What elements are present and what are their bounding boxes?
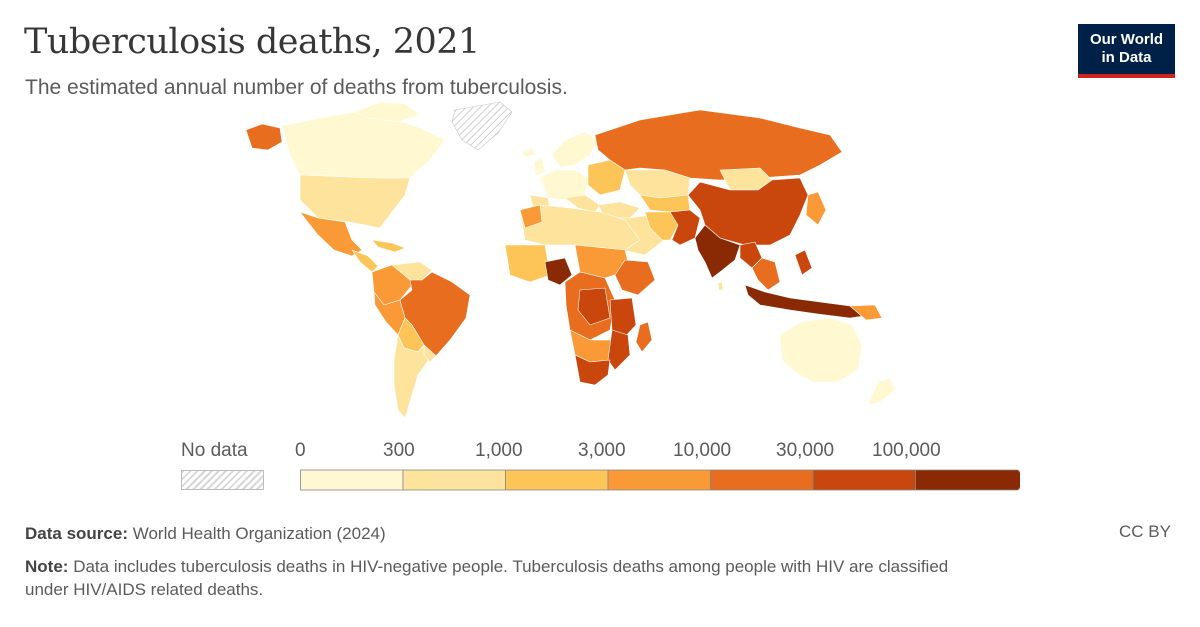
region-ethiopia-somalia[interactable] — [614, 259, 656, 296]
region-philippines[interactable] — [794, 249, 813, 276]
legend-tick-30000: 30,000 — [776, 440, 835, 461]
note-label: Note: — [25, 557, 69, 576]
world-map[interactable] — [160, 100, 900, 420]
region-new-zealand[interactable] — [867, 377, 896, 406]
legend-bin-1[interactable] — [402, 469, 506, 491]
legend-bin-3[interactable] — [607, 469, 711, 491]
legend-bin-0[interactable] — [300, 469, 404, 491]
owid-logo[interactable]: Our World in Data — [1078, 24, 1175, 78]
region-india[interactable] — [694, 224, 741, 279]
legend-no-data-swatch[interactable] — [181, 470, 264, 490]
region-north-africa[interactable] — [519, 204, 641, 251]
region-sri-lanka[interactable] — [717, 281, 724, 291]
region-east-africa[interactable] — [609, 297, 637, 341]
region-italy-balkans[interactable] — [564, 194, 601, 213]
region-iceland[interactable] — [521, 148, 536, 158]
legend-tick-3000: 3,000 — [578, 440, 626, 461]
region-papua-new-guinea[interactable] — [849, 304, 883, 321]
legend-bin-5[interactable] — [812, 469, 916, 491]
region-morocco[interactable] — [519, 204, 543, 229]
legend-no-data-label: No data — [181, 440, 248, 461]
legend-bin-4[interactable] — [710, 469, 814, 491]
region-madagascar[interactable] — [635, 321, 653, 353]
note-text-line-2: under HIV/AIDS related deaths. — [25, 580, 264, 599]
region-argentina-chile[interactable] — [393, 334, 431, 419]
legend-tick-10000: 10,000 — [673, 440, 732, 461]
region-southeast-asia[interactable] — [751, 257, 781, 291]
region-united-states[interactable] — [299, 174, 411, 229]
region-australia[interactable] — [779, 317, 863, 383]
region-caribbean[interactable] — [371, 239, 406, 253]
legend-tick-1000: 1,000 — [475, 440, 523, 461]
chart-title: Tuberculosis deaths, 2021 — [24, 22, 480, 62]
region-central-america[interactable] — [351, 249, 379, 273]
region-uk-ireland[interactable] — [533, 157, 546, 177]
region-western-europe[interactable] — [539, 169, 589, 201]
note-text-line-1: Data includes tuberculosis deaths in HIV… — [73, 557, 949, 576]
region-mexico[interactable] — [299, 211, 363, 257]
region-canada-islands[interactable] — [354, 101, 421, 123]
note: Note: Data includes tuberculosis deaths … — [25, 555, 948, 601]
region-central-asia[interactable] — [639, 194, 691, 213]
legend-tick-300: 300 — [383, 440, 415, 461]
license-link[interactable]: CC BY — [1119, 522, 1171, 541]
legend-bin-6[interactable] — [915, 469, 1021, 491]
data-source-text[interactable]: World Health Organization (2024) — [132, 524, 386, 543]
region-indonesia[interactable] — [744, 284, 871, 319]
region-nigeria[interactable] — [544, 257, 573, 286]
region-scandinavia[interactable] — [551, 131, 599, 168]
legend-tick-0: 0 — [295, 440, 306, 461]
region-greenland[interactable] — [451, 101, 513, 151]
region-congo-drc[interactable] — [577, 287, 611, 326]
region-venezuela-guianas[interactable] — [391, 261, 433, 281]
region-canada[interactable] — [281, 111, 446, 179]
data-source-label: Data source: — [25, 524, 128, 543]
region-brazil[interactable] — [399, 271, 471, 357]
region-afghanistan-pakistan[interactable] — [669, 209, 701, 246]
chart-subtitle: The estimated annual number of deaths fr… — [25, 76, 568, 99]
logo-line-1: Our World — [1089, 31, 1164, 48]
region-west-africa[interactable] — [504, 244, 551, 283]
legend-color-scale — [300, 469, 1021, 491]
region-uruguay[interactable] — [423, 344, 437, 363]
legend-tick-100000: 100,000 — [872, 440, 941, 461]
region-russia[interactable] — [594, 109, 843, 181]
region-southern-africa[interactable] — [574, 354, 611, 386]
legend-bin-2[interactable] — [505, 469, 609, 491]
region-korea-japan[interactable] — [805, 191, 827, 226]
region-mozambique[interactable] — [607, 329, 631, 371]
logo-line-2: in Data — [1101, 49, 1152, 66]
region-alaska[interactable] — [245, 123, 283, 151]
data-source: Data source: World Health Organization (… — [25, 522, 386, 545]
